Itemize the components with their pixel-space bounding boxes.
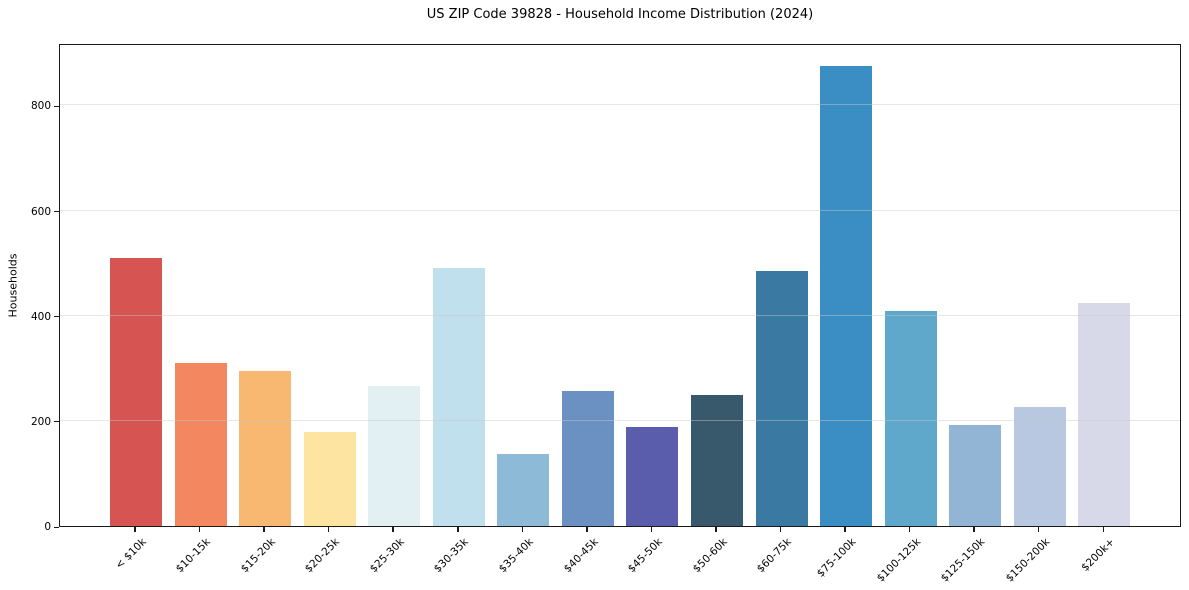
x-tick-mark-$60-75k	[779, 527, 782, 532]
bar-$40-45k	[561, 391, 614, 526]
y-tick-label-600: 600	[30, 205, 51, 218]
y-tick-label-0: 0	[44, 521, 51, 533]
y-tick-mark-800	[54, 105, 59, 107]
x-tick-mark-$75-100k	[844, 527, 846, 532]
x-tick-mark-$45-50k	[650, 527, 653, 532]
y-axis-label: Households	[6, 253, 20, 318]
x-tick-mark-$10-15k	[198, 527, 201, 532]
x-tick-mark-< $10k	[134, 527, 136, 532]
bar-$75-100k	[820, 66, 873, 526]
bar-$50-60k	[690, 394, 743, 526]
grid-line-800	[60, 104, 1180, 106]
bar-$150-200k	[1013, 407, 1066, 526]
x-tick-mark-$125-150k	[973, 527, 975, 532]
x-tick-label-$125-150k: $125-150k	[939, 536, 988, 585]
y-tick-label-400: 400	[30, 310, 51, 323]
bar-$15-20k	[239, 370, 292, 526]
bar-$60-75k	[755, 271, 808, 526]
x-tick-label-$150-200k: $150-200k	[1003, 536, 1053, 585]
y-tick-mark-400	[54, 316, 59, 318]
bar-$100-125k	[884, 310, 937, 526]
x-tick-mark-$20-25k	[327, 527, 330, 532]
bar-$25-30k	[368, 386, 421, 526]
chart-title: US ZIP Code 39828 - Household Income Dis…	[426, 7, 814, 22]
y-tick-mark-200	[54, 421, 59, 423]
y-tick-label-200: 200	[30, 415, 51, 428]
x-tick-label-< $10k: < $10k	[112, 536, 149, 572]
x-tick-label-$200k+: $200k+	[1078, 536, 1117, 574]
bar-$200k+	[1078, 302, 1131, 526]
x-tick-label-$45-50k: $45-50k	[625, 536, 665, 576]
x-tick-label-$30-35k: $30-35k	[432, 536, 472, 576]
x-tick-label-$40-45k: $40-45k	[561, 536, 601, 576]
x-tick-mark-$200k+	[1102, 527, 1104, 532]
x-tick-label-$15-20k: $15-20k	[238, 536, 278, 576]
x-tick-label-$25-30k: $25-30k	[367, 536, 407, 576]
x-tick-mark-$150-200k	[1037, 527, 1040, 532]
plot-area	[59, 44, 1181, 527]
bar-$20-25k	[303, 432, 356, 526]
x-tick-mark-$15-20k	[263, 527, 265, 532]
x-tick-label-$50-60k: $50-60k	[690, 536, 730, 576]
bar-$10-15k	[174, 362, 227, 526]
x-tick-mark-$40-45k	[586, 527, 588, 532]
x-tick-label-$75-100k: $75-100k	[814, 536, 859, 580]
x-tick-label-$10-15k: $10-15k	[173, 536, 213, 576]
y-tick-mark-0	[54, 526, 59, 528]
y-axis-label-container: Households	[4, 44, 22, 527]
x-tick-label-$20-25k: $20-25k	[303, 536, 343, 576]
x-tick-mark-$35-40k	[521, 527, 523, 532]
y-tick-mark-600	[54, 211, 59, 213]
x-tick-mark-$25-30k	[392, 527, 394, 532]
bar-$125-150k	[949, 425, 1002, 526]
bar-$30-35k	[432, 268, 485, 526]
x-tick-mark-$50-60k	[715, 527, 717, 532]
bar-$35-40k	[497, 453, 550, 526]
bar-$45-50k	[626, 427, 679, 526]
bar-< $10k	[110, 257, 162, 526]
grid-line-200	[60, 419, 1180, 421]
x-tick-mark-$30-35k	[457, 527, 459, 532]
grid-line-400	[60, 314, 1180, 316]
grid-line-600	[60, 209, 1180, 211]
x-tick-label-$100-125k: $100-125k	[874, 536, 924, 585]
y-tick-label-800: 800	[30, 100, 51, 113]
x-tick-label-$35-40k: $35-40k	[496, 536, 536, 576]
x-tick-mark-$100-125k	[908, 527, 911, 532]
x-tick-label-$60-75k: $60-75k	[754, 536, 794, 576]
